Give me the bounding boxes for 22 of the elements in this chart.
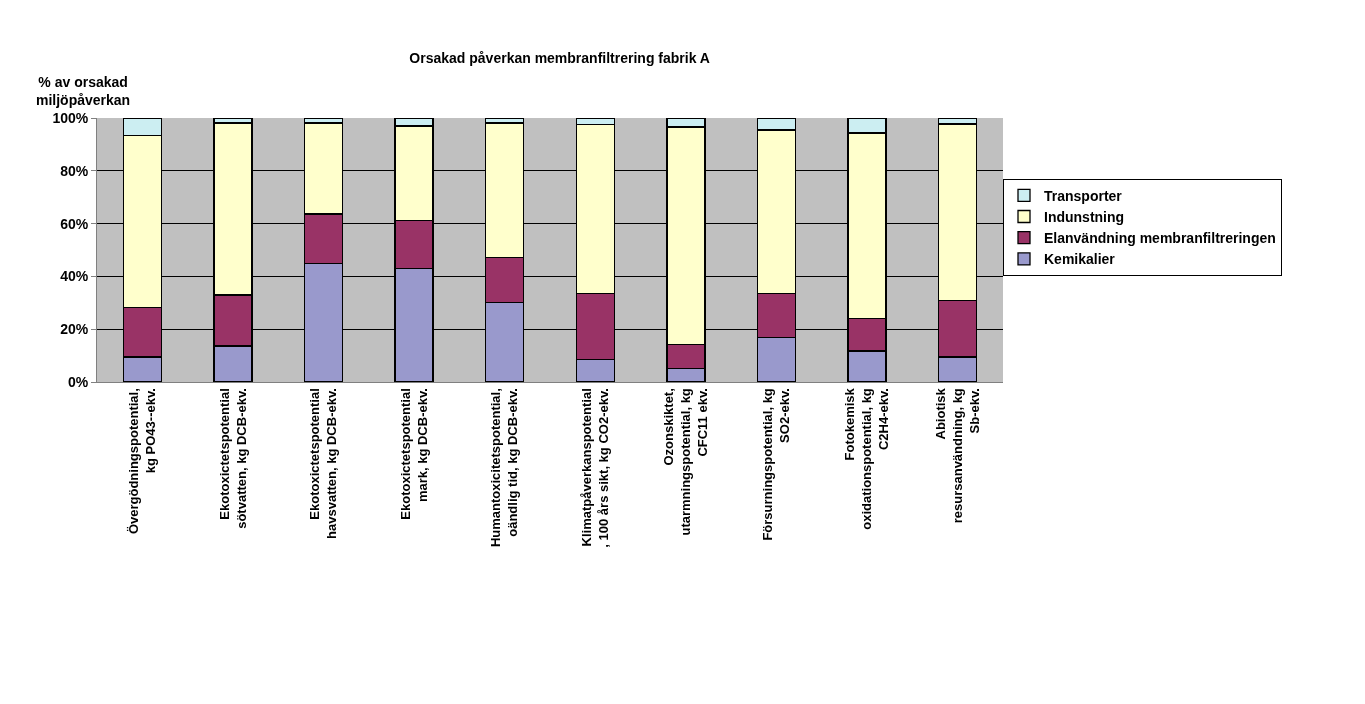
y-tick-label: 60% [60, 215, 89, 232]
y-tick-label: 0% [67, 373, 89, 390]
x-tick-label: Försurningspotential, kg SO2-ekv. [760, 388, 793, 541]
y-axis-title: % av orsakad miljöpåverkan [36, 74, 131, 109]
x-tick-label: Övergödningspotential, kg PO43--ekv. [126, 388, 158, 535]
x-tick-label: Ekotoxictetspotential mark, kg DCB-ekv. [397, 388, 430, 520]
y-tick-label: 40% [60, 268, 89, 285]
x-tick-label: Klimatpåverkanspotential , 100 års sikt, kg CO2-ekv. [579, 388, 611, 548]
x-tick-label: Ekotoxictetspotential sötvatten, kg DCB-ekv. [216, 388, 249, 529]
x-tick-label: Ozonskiktet, utarmningspotential, kg CFC11 ekv. [661, 388, 711, 536]
chart-title: Orsakad påverkan membranfiltrering fabrik A [409, 49, 710, 66]
x-tick-label: Ekotoxictetspotential havsvatten, kg DCB-ekv. [307, 388, 340, 539]
y-tick-label: 80% [60, 162, 89, 179]
legend-label: Kemikalier [1044, 251, 1116, 268]
y-tick-label: 100% [52, 109, 89, 126]
legend-label: Indunstning [1044, 208, 1125, 225]
x-tick-label: Abiotisk resursanvändning, kg Sb-ekv. [933, 387, 982, 524]
x-tick-label: Fotokemisk oxidationspotential, kg C2H4-ekv. [842, 387, 892, 530]
x-tick-label: Humantoxicitetspotential, oändlig tid, kg DCB-ekv. [488, 388, 521, 548]
legend-label: Transporter [1044, 187, 1123, 204]
y-tick-label: 20% [60, 321, 89, 338]
legend-label: Elanvändning membranfiltreringen [1044, 230, 1276, 247]
